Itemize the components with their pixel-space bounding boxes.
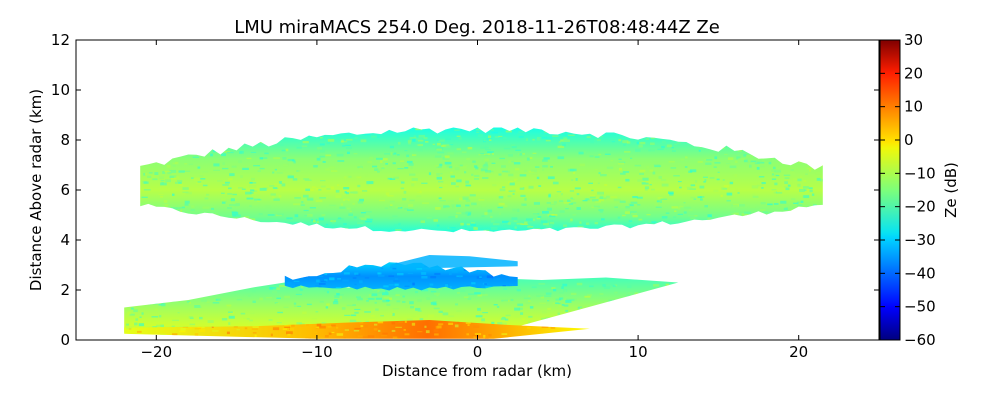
y-axis: 0 2 4 6 8 10 12 — [51, 31, 879, 349]
colorbar-tick-label: −10 — [904, 164, 936, 182]
y-tick-label: 2 — [60, 281, 70, 299]
colorbar-tick-label: 30 — [904, 31, 923, 49]
x-tick-label: −10 — [301, 343, 333, 361]
lower-dark-layer-fill — [284, 262, 518, 291]
colorbar-tick-label: 20 — [904, 64, 923, 82]
y-tick-label: 4 — [60, 231, 70, 249]
colorbar-tick-label: −50 — [904, 298, 936, 316]
colorbar-tick-label: 10 — [904, 98, 923, 116]
colorbar-label: Ze (dB) — [942, 162, 960, 218]
chart-title: LMU miraMACS 254.0 Deg. 2018-11-26T08:48… — [234, 17, 720, 38]
colorbar-axis: −60 −50 −40 −30 −20 −10 0 10 20 30 — [880, 31, 936, 349]
y-tick-label: 12 — [51, 31, 70, 49]
x-tick-label: −20 — [140, 343, 172, 361]
y-tick-label: 10 — [51, 81, 70, 99]
lower-dark-layer-cell — [389, 255, 518, 269]
x-tick-label: 0 — [473, 343, 483, 361]
colorbar-tick-label: −60 — [904, 331, 936, 349]
colorbar-tick-label: −20 — [904, 198, 936, 216]
lower-cloud-wedge-fill — [124, 277, 679, 338]
upper-cloud-layer-fill — [140, 127, 823, 233]
x-axis: −20 −10 0 10 20 — [140, 40, 808, 361]
colorbar-tick-label: −30 — [904, 231, 936, 249]
x-axis-label: Distance from radar (km) — [382, 362, 572, 380]
near-surface-echo — [124, 320, 590, 339]
colorbar-tick-label: −40 — [904, 264, 936, 282]
y-tick-label: 6 — [60, 181, 70, 199]
x-tick-label: 20 — [789, 343, 808, 361]
colorbar-tick-label: 0 — [904, 131, 914, 149]
colorbar — [879, 39, 901, 341]
y-tick-label: 8 — [60, 131, 70, 149]
x-tick-label: 10 — [629, 343, 648, 361]
y-axis-label: Distance Above radar (km) — [27, 89, 45, 291]
y-tick-label: 0 — [60, 331, 70, 349]
